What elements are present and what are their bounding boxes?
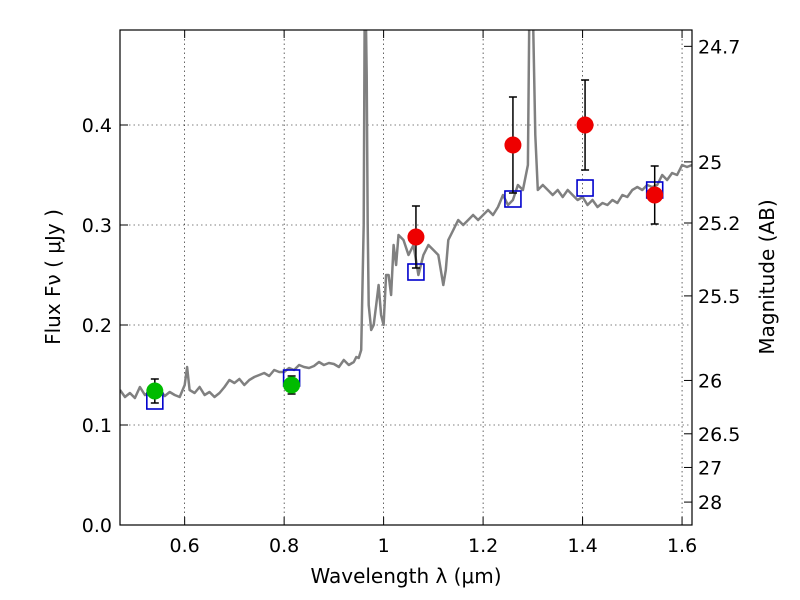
photometry-point xyxy=(146,382,164,400)
x-tick-label: 1 xyxy=(378,535,390,557)
photometry-point xyxy=(283,376,301,394)
y2-tick-label: 25.5 xyxy=(698,286,740,308)
y-tick-label: 0.1 xyxy=(82,415,112,437)
y2-tick-label: 27 xyxy=(698,457,722,479)
spectrum-line xyxy=(120,30,692,400)
y-axis-label: Flux Fν ( μJy ) xyxy=(41,209,65,345)
series-group xyxy=(120,30,692,410)
photometry-point xyxy=(504,136,522,154)
y2-tick-label: 26 xyxy=(698,370,722,392)
y2-tick-label: 25 xyxy=(698,152,722,174)
y2-tick-label: 26.5 xyxy=(698,424,740,446)
grid xyxy=(120,30,692,525)
x-tick-label: 1.6 xyxy=(667,535,697,557)
y2-tick-label: 25.2 xyxy=(698,213,740,235)
y-tick-label: 0.3 xyxy=(82,215,112,237)
axes-frame xyxy=(119,29,693,526)
model-square-marker xyxy=(576,179,594,197)
y-tick-label: 0.0 xyxy=(82,515,112,537)
photometry-point xyxy=(646,186,664,204)
plot-area xyxy=(120,30,692,410)
x-tick-label: 1.4 xyxy=(567,535,597,557)
x-tick-label: 1.2 xyxy=(468,535,498,557)
x-tick-label: 0.6 xyxy=(170,535,200,557)
y-tick-label: 0.2 xyxy=(82,315,112,337)
x-tick-label: 0.8 xyxy=(269,535,299,557)
photometry-point xyxy=(407,228,425,246)
y-tick-label: 0.4 xyxy=(82,115,112,137)
axis-ticks: 0.6 0.8 1 1.2 1.4 1.6 0.0 0.1 0.2 0.3 0.4 24.7 25 25.… xyxy=(82,30,740,557)
x-axis-label: Wavelength λ (μm) xyxy=(310,564,501,588)
y2-tick-label: 24.7 xyxy=(698,36,740,58)
photometry-point xyxy=(576,116,594,134)
y2-tick-label: 28 xyxy=(698,492,722,514)
y2-axis-label: Magnitude (AB) xyxy=(755,199,779,354)
